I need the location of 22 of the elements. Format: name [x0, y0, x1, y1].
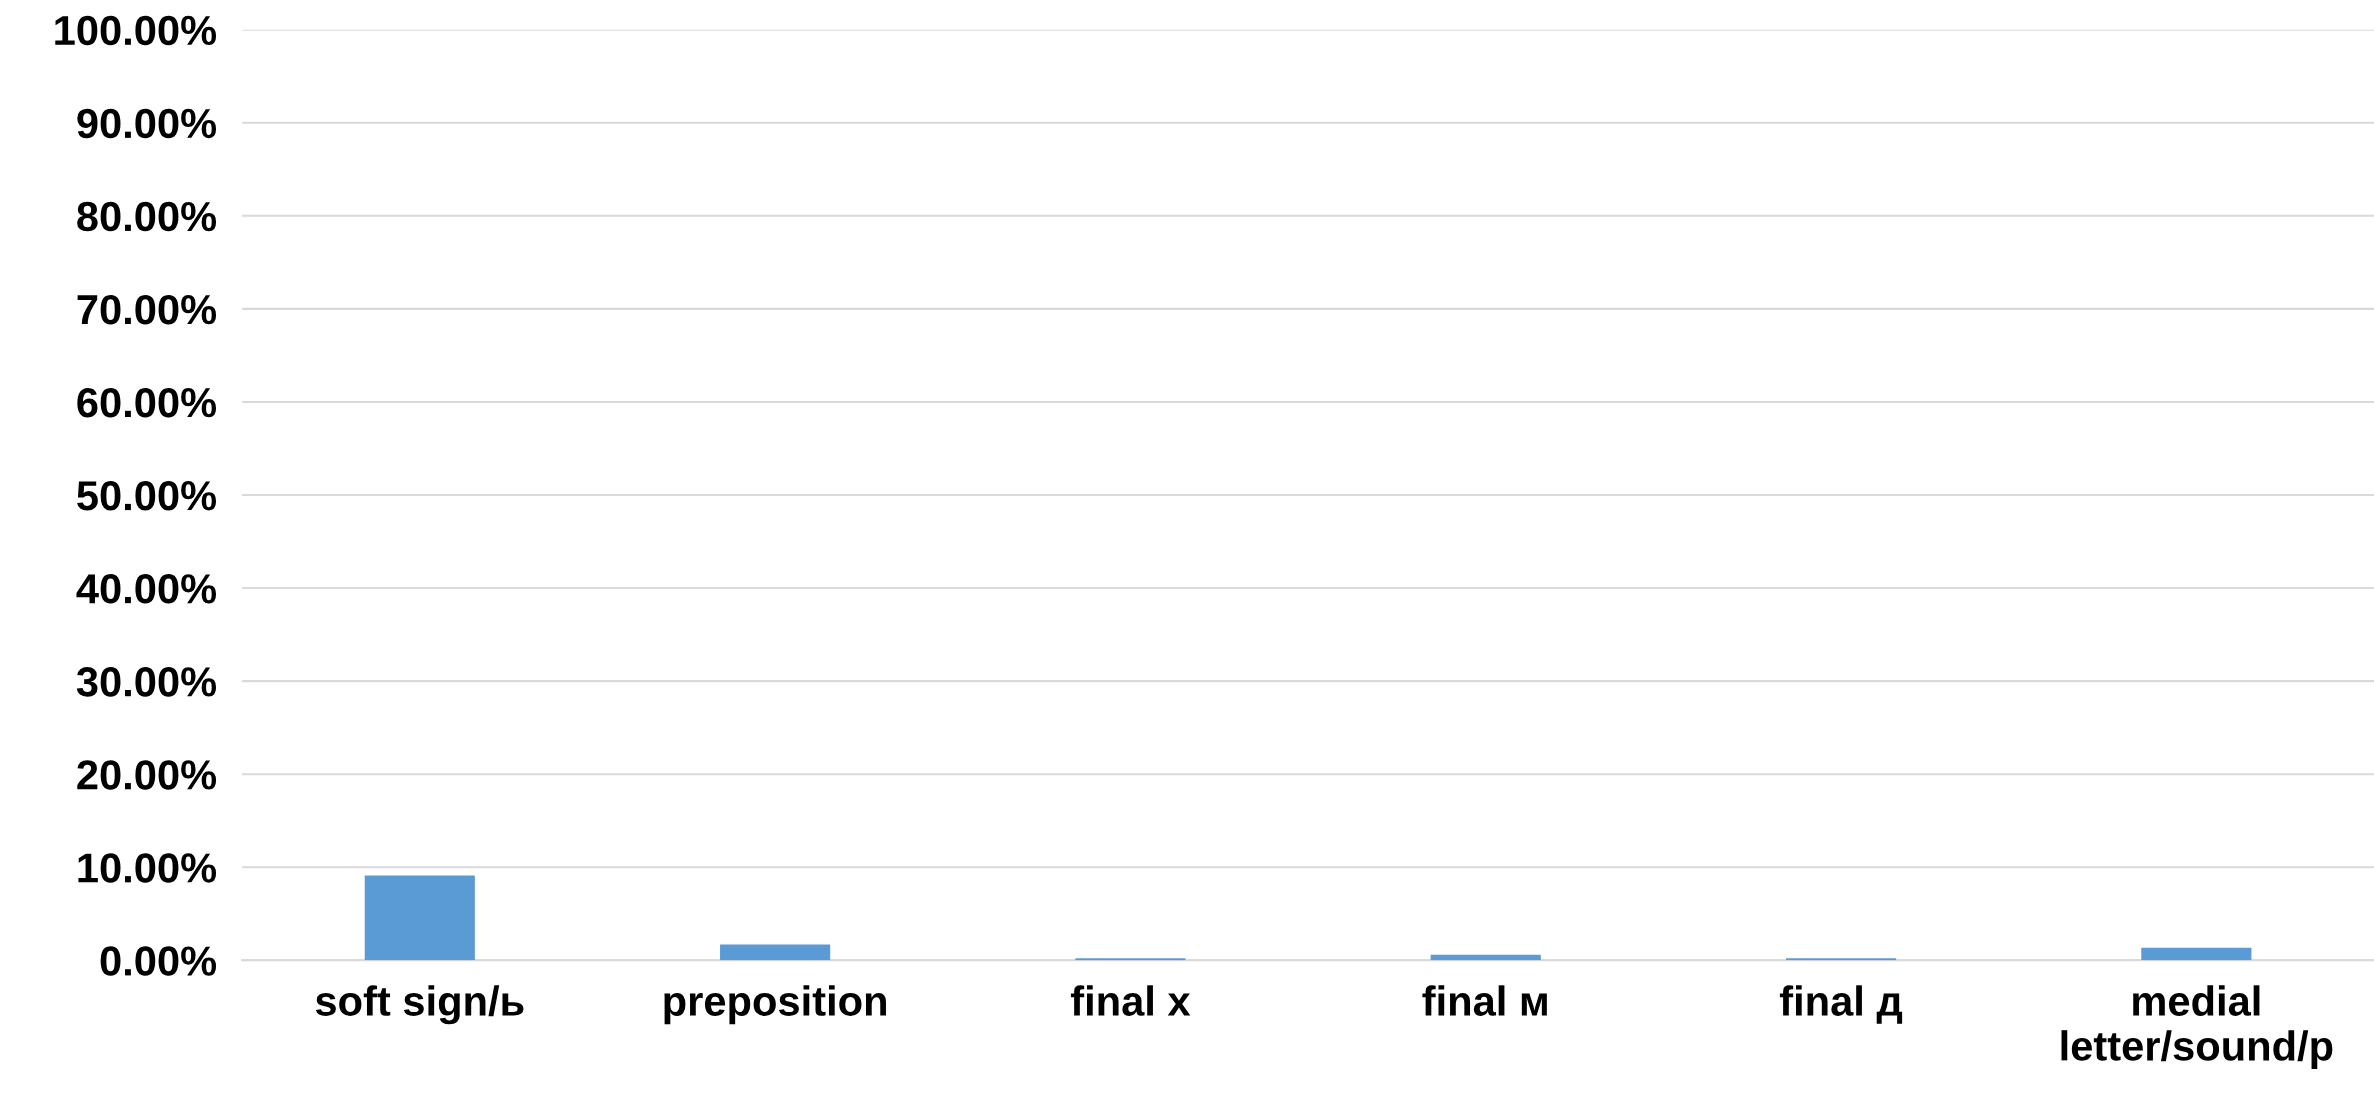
bar [1785, 958, 1897, 961]
y-tick-label: 60.00% [77, 387, 217, 418]
y-tick-label: 80.00% [77, 201, 217, 232]
x-tick-label: medial letter/sound/p [2061, 985, 2333, 1070]
y-tick-label: 10.00% [78, 853, 217, 883]
y-tick-label: 0.00% [100, 946, 217, 976]
x-tick-label: final x [1070, 985, 1191, 1016]
x-tick-label: final м [1422, 985, 1547, 1016]
bar [720, 944, 831, 961]
y-tick-label: 50.00% [77, 481, 217, 511]
y-tick-label: 40.00% [76, 574, 217, 604]
x-tick-label: final д [1779, 985, 1903, 1024]
y-tick-label: 90.00% [77, 108, 217, 139]
y-tick-label: 20.00% [77, 760, 217, 790]
y-tick-label: 70.00% [77, 294, 217, 325]
bar [364, 875, 475, 961]
bar [2141, 947, 2252, 961]
bar [1075, 958, 1186, 961]
x-tick-label: preposition [664, 985, 886, 1025]
y-tick-label: 100.00% [55, 15, 217, 46]
x-tick-label: soft sign/ь [315, 985, 524, 1025]
y-tick-label: 30.00% [76, 667, 217, 697]
